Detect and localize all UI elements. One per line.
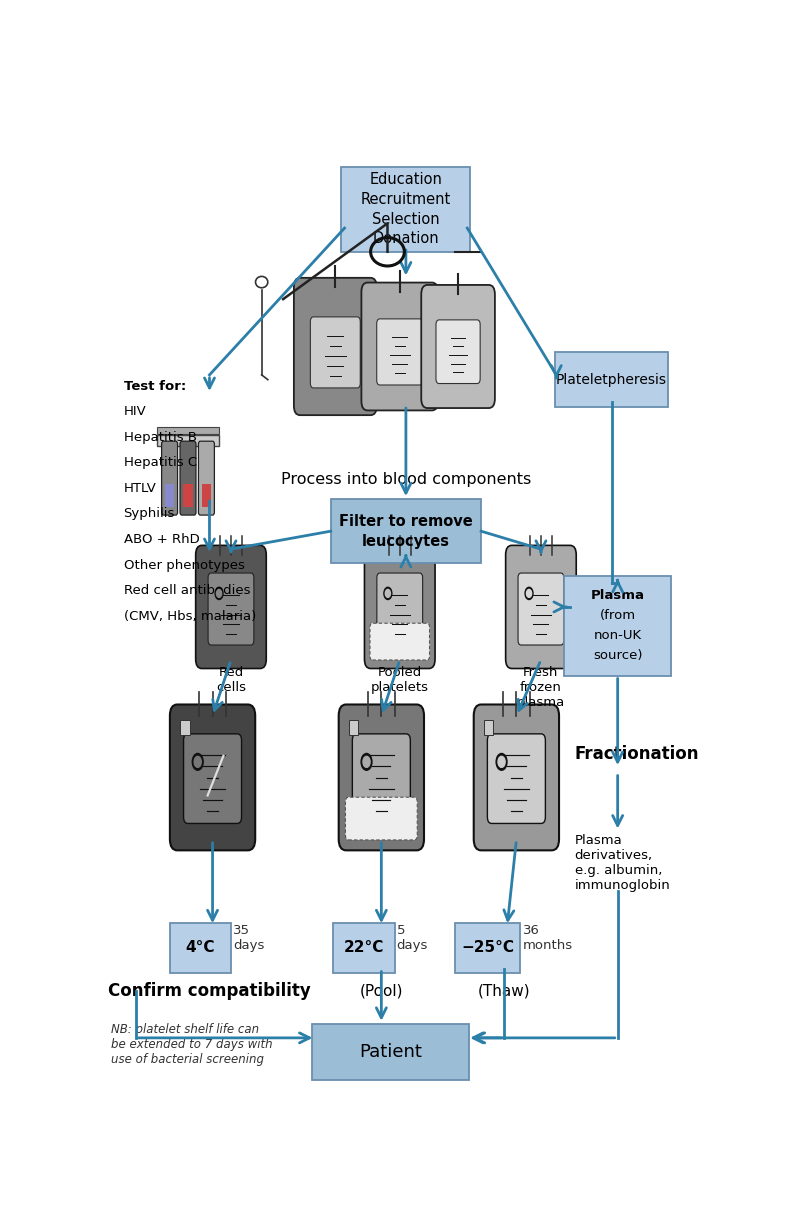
FancyBboxPatch shape: [162, 442, 177, 515]
FancyBboxPatch shape: [352, 734, 410, 823]
Text: source): source): [593, 649, 642, 663]
Text: (CMV, Hbs, malaria): (CMV, Hbs, malaria): [124, 610, 256, 622]
Text: Red
cells: Red cells: [216, 665, 246, 694]
FancyBboxPatch shape: [377, 573, 423, 645]
FancyBboxPatch shape: [341, 166, 470, 252]
Text: Pooled
platelets: Pooled platelets: [371, 665, 428, 694]
FancyBboxPatch shape: [312, 1023, 469, 1080]
Circle shape: [194, 756, 201, 768]
Text: non-UK: non-UK: [593, 630, 642, 642]
Circle shape: [363, 756, 370, 768]
FancyBboxPatch shape: [184, 734, 242, 823]
Circle shape: [361, 754, 372, 770]
FancyBboxPatch shape: [564, 576, 672, 675]
Text: Confirm compatibility: Confirm compatibility: [109, 982, 310, 1000]
Text: HIV: HIV: [124, 405, 147, 418]
FancyBboxPatch shape: [364, 545, 435, 669]
Text: Test for:: Test for:: [124, 380, 186, 392]
FancyBboxPatch shape: [180, 442, 196, 515]
Circle shape: [496, 754, 507, 770]
Text: (from: (from: [600, 609, 636, 622]
Text: Hepatitis C: Hepatitis C: [124, 456, 196, 470]
FancyBboxPatch shape: [339, 705, 424, 850]
Text: HTLV: HTLV: [124, 482, 157, 494]
FancyBboxPatch shape: [294, 278, 377, 416]
Bar: [180, 720, 189, 734]
FancyBboxPatch shape: [345, 797, 417, 840]
Text: 35
days: 35 days: [233, 925, 265, 952]
Circle shape: [525, 587, 533, 599]
FancyBboxPatch shape: [361, 283, 438, 411]
FancyBboxPatch shape: [208, 573, 254, 645]
Text: 36
months: 36 months: [523, 925, 573, 952]
Text: (Pool): (Pool): [360, 983, 403, 998]
Text: Process into blood components: Process into blood components: [281, 471, 531, 487]
FancyBboxPatch shape: [199, 442, 215, 515]
FancyBboxPatch shape: [421, 285, 495, 408]
Bar: [183, 483, 193, 508]
Text: −25°C: −25°C: [461, 941, 514, 956]
FancyBboxPatch shape: [474, 705, 559, 850]
FancyBboxPatch shape: [170, 705, 255, 850]
Text: Fractionation: Fractionation: [575, 744, 699, 763]
Text: (Thaw): (Thaw): [478, 983, 531, 998]
FancyBboxPatch shape: [455, 924, 520, 973]
FancyBboxPatch shape: [554, 352, 668, 407]
Text: 5
days: 5 days: [397, 925, 428, 952]
Text: Red cell antibodies: Red cell antibodies: [124, 584, 250, 598]
Text: NB: platelet shelf life can
be extended to 7 days with
use of bacterial screenin: NB: platelet shelf life can be extended …: [111, 1023, 273, 1066]
Text: ABO + RhD: ABO + RhD: [124, 533, 200, 546]
Bar: [158, 434, 219, 446]
FancyBboxPatch shape: [169, 924, 231, 973]
FancyBboxPatch shape: [505, 545, 577, 669]
Circle shape: [527, 589, 531, 598]
Text: Other phenotypes: Other phenotypes: [124, 558, 245, 572]
Text: Syphilis: Syphilis: [124, 508, 175, 520]
FancyBboxPatch shape: [377, 319, 423, 385]
Text: 22°C: 22°C: [344, 941, 384, 956]
FancyBboxPatch shape: [331, 499, 481, 563]
FancyBboxPatch shape: [518, 573, 564, 645]
Circle shape: [216, 589, 222, 598]
FancyBboxPatch shape: [370, 624, 429, 661]
Text: 4°C: 4°C: [185, 941, 215, 956]
FancyBboxPatch shape: [333, 924, 395, 973]
FancyBboxPatch shape: [310, 317, 360, 387]
Text: Education
Recruitment
Selection
Donation: Education Recruitment Selection Donation: [361, 172, 451, 246]
FancyBboxPatch shape: [196, 545, 266, 669]
Bar: [201, 483, 211, 508]
Circle shape: [385, 589, 390, 598]
Text: Plasma: Plasma: [591, 589, 645, 603]
FancyBboxPatch shape: [436, 320, 480, 384]
Text: Patient: Patient: [359, 1043, 422, 1061]
Text: Filter to remove
leucocytes: Filter to remove leucocytes: [339, 514, 473, 549]
Bar: [348, 720, 358, 734]
Circle shape: [498, 756, 505, 768]
Circle shape: [192, 754, 204, 770]
Text: Hepatitis B: Hepatitis B: [124, 430, 196, 444]
Circle shape: [384, 587, 392, 599]
Bar: [484, 720, 493, 734]
Circle shape: [215, 587, 223, 599]
Bar: [158, 427, 219, 434]
Text: Plateletpheresis: Plateletpheresis: [556, 373, 667, 386]
Text: Fresh
frozen
plasma: Fresh frozen plasma: [517, 665, 565, 708]
Text: Plasma
derivatives,
e.g. albumin,
immunoglobin: Plasma derivatives, e.g. albumin, immuno…: [575, 834, 671, 892]
FancyBboxPatch shape: [487, 734, 546, 823]
Bar: [165, 483, 174, 508]
